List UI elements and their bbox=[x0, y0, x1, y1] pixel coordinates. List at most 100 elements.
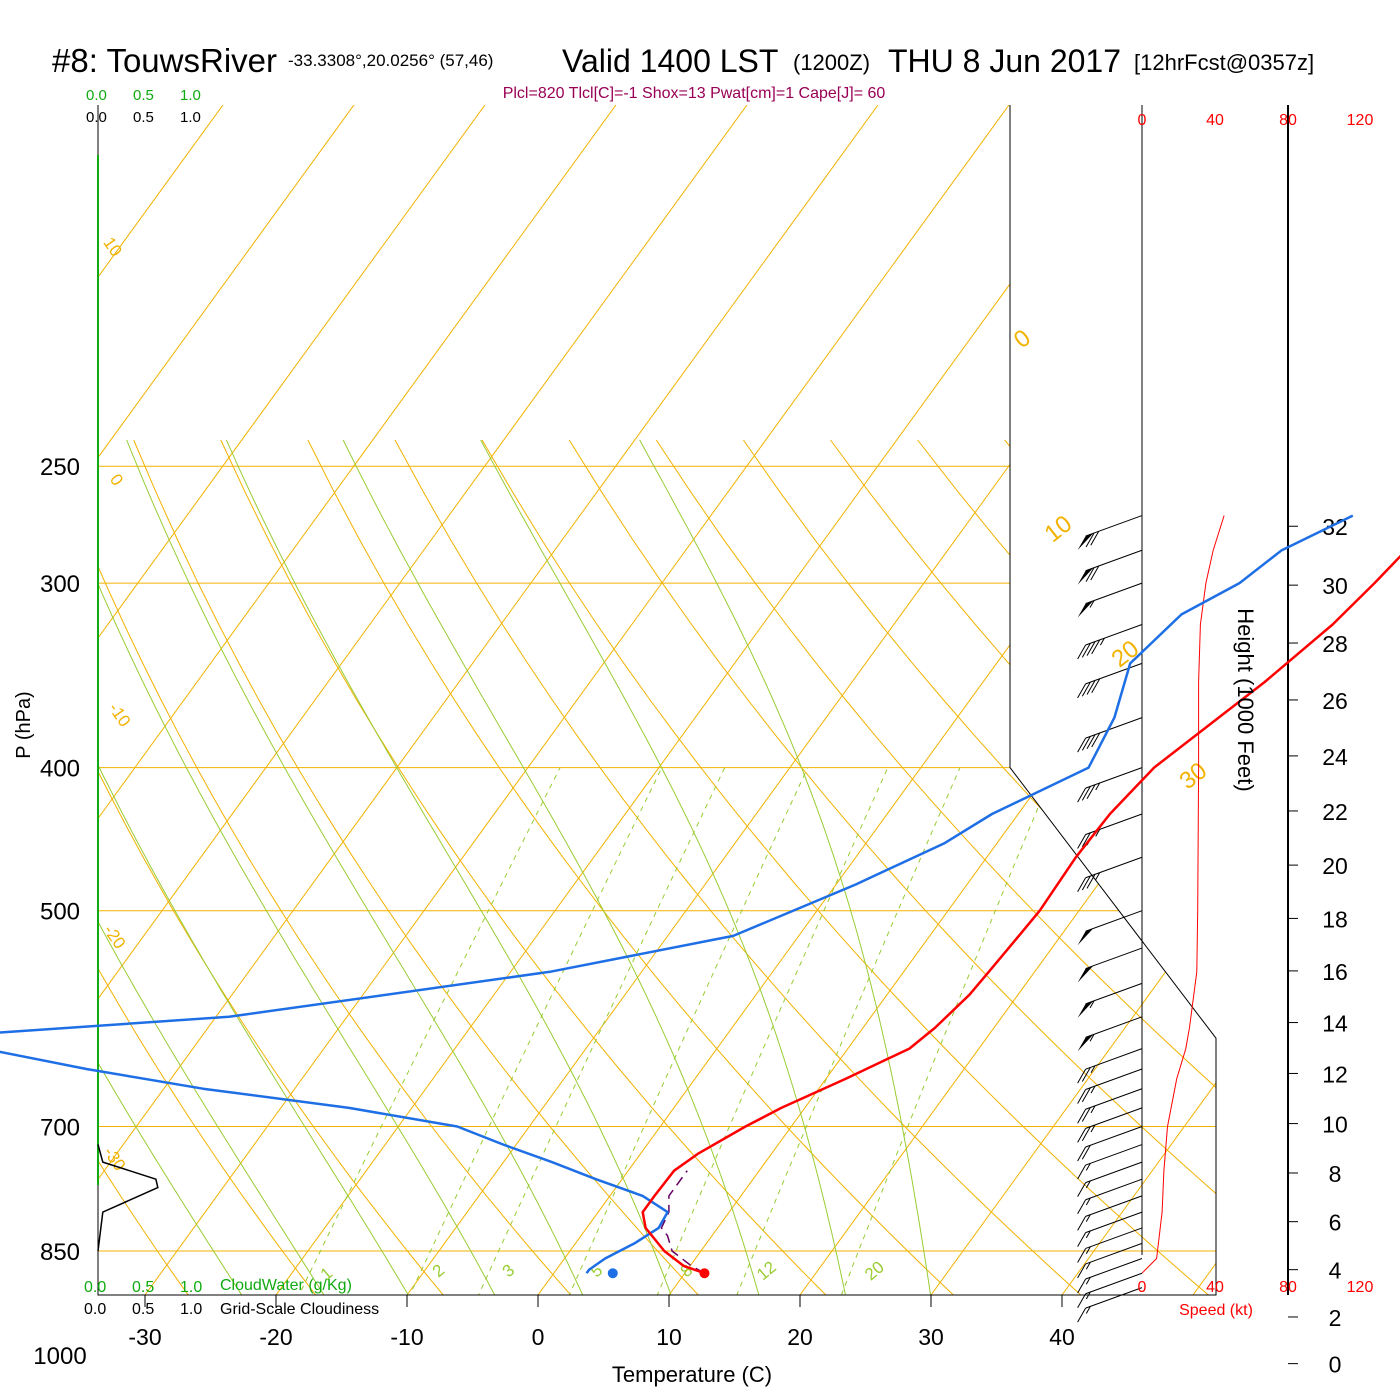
dry-adiabat bbox=[98, 439, 415, 1295]
temperature-tick-label: 20 bbox=[787, 1324, 813, 1350]
isotherm-line bbox=[275, 105, 1141, 1295]
height-tick-label: 2 bbox=[1329, 1305, 1342, 1331]
wind-barb-feather bbox=[1081, 1067, 1091, 1082]
dry-adiabat bbox=[1178, 439, 1216, 1295]
wind-barb-staff bbox=[1085, 1272, 1143, 1295]
cloudwater-bottom-tick-1: 0.5 bbox=[132, 1279, 154, 1296]
wind-barb-feather bbox=[1077, 1248, 1087, 1263]
wind-barb-half-feather bbox=[1085, 1180, 1091, 1189]
moist-adiabat bbox=[639, 439, 949, 1295]
mixing-ratio-label: 20 bbox=[861, 1257, 888, 1284]
cloudwater-tick-0: 0.0 bbox=[86, 87, 107, 104]
wind-barb bbox=[1077, 982, 1143, 1018]
wind-barb bbox=[1077, 1144, 1143, 1180]
wind-barb-feather bbox=[1086, 874, 1096, 889]
speed-top-tick-1: 40 bbox=[1206, 112, 1224, 129]
height-tick-label: 14 bbox=[1322, 1011, 1348, 1037]
wind-barb-feather bbox=[1077, 787, 1087, 803]
cloudiness-axis-label: Grid-Scale Cloudiness bbox=[220, 1301, 379, 1318]
wind-barb-feather bbox=[1091, 732, 1101, 748]
wind-barb-staff bbox=[1085, 717, 1143, 739]
wind-barb bbox=[1077, 1227, 1143, 1263]
wind-barb-pennant bbox=[1077, 928, 1094, 946]
dry-adiabat-label: 10 bbox=[99, 234, 125, 260]
pressure-tick-label: 850 bbox=[40, 1239, 80, 1266]
mixing-ratio-line bbox=[794, 767, 1056, 1295]
moist-adiabat bbox=[225, 439, 713, 1295]
wind-barb-feather bbox=[1077, 834, 1087, 849]
wind-barb-half-feather bbox=[1090, 1085, 1096, 1094]
mixing-ratio-line bbox=[240, 767, 561, 1295]
dry-adiabat bbox=[307, 439, 1088, 1295]
wind-barb bbox=[1077, 1195, 1143, 1231]
height-tick-label: 4 bbox=[1329, 1258, 1342, 1284]
wind-barb bbox=[1077, 1088, 1143, 1124]
parcel-trace bbox=[660, 1170, 705, 1274]
cloudwater-bottom-tick-2: 1.0 bbox=[180, 1279, 202, 1296]
wind-barb bbox=[1077, 1016, 1143, 1052]
isotherm-line bbox=[537, 105, 1216, 1295]
moist-adiabat bbox=[98, 439, 320, 1295]
wind-barb-feather bbox=[1081, 681, 1091, 697]
wind-barb-half-feather bbox=[1089, 1034, 1095, 1042]
wind-barb bbox=[1077, 1211, 1143, 1247]
temperature-tick-label: 40 bbox=[1049, 1324, 1075, 1350]
moist-adiabat bbox=[342, 439, 791, 1295]
wind-barb-feather bbox=[1077, 1146, 1087, 1162]
wind-barb-feather bbox=[1081, 643, 1091, 658]
speed-bottom-tick-3: 120 bbox=[1347, 1279, 1374, 1296]
temperature-tick-label: -10 bbox=[390, 1324, 423, 1350]
wind-barb-staff bbox=[1085, 947, 1143, 970]
dry-adiabat-label: -10 bbox=[105, 699, 135, 730]
speed-axis-label: Speed (kt) bbox=[1179, 1302, 1253, 1319]
mixing-ratio-line bbox=[516, 767, 809, 1295]
wind-barb bbox=[1077, 515, 1143, 551]
dry-adiabat bbox=[98, 439, 550, 1295]
wind-barb-pennant bbox=[1077, 1034, 1094, 1052]
wind-barb-feather bbox=[1085, 532, 1095, 548]
pressure-tick-label: 700 bbox=[40, 1114, 80, 1141]
wind-barb bbox=[1077, 1242, 1143, 1279]
wind-barb bbox=[1077, 662, 1143, 699]
wind-barb-staff bbox=[1085, 582, 1143, 605]
pressure-tick-label: 300 bbox=[40, 571, 80, 598]
height-tick-label: 16 bbox=[1322, 959, 1348, 985]
wind-barb-staff bbox=[1085, 1178, 1143, 1201]
wind-barb-staff bbox=[1085, 813, 1143, 835]
wind-barb-staff bbox=[1085, 767, 1143, 789]
wind-barb-half-feather bbox=[1089, 600, 1095, 608]
zulu-time: (1200Z) bbox=[793, 50, 870, 75]
wind-barb bbox=[1077, 1178, 1143, 1214]
cloudiness-profile bbox=[97, 1144, 159, 1252]
moist-adiabat-label: 10 bbox=[1040, 510, 1078, 548]
isotherm-line bbox=[1061, 105, 1216, 1295]
station-coords: -33.3308°,20.0256° (57,46) bbox=[288, 51, 493, 70]
cloudiness-bottom-tick-2: 1.0 bbox=[180, 1301, 202, 1318]
temperature-tick-label: 30 bbox=[918, 1324, 944, 1350]
wind-barb bbox=[1077, 1272, 1143, 1308]
wind-barb-half-feather bbox=[1095, 782, 1101, 791]
wind-barb bbox=[1077, 549, 1143, 585]
wind-barb-feather bbox=[1077, 1199, 1087, 1214]
height-tick-label: 28 bbox=[1322, 631, 1348, 657]
wind-barb-staff bbox=[1085, 1048, 1143, 1070]
valid-date: THU 8 Jun 2017 bbox=[888, 43, 1121, 79]
wind-barb-pennant bbox=[1077, 965, 1094, 983]
isotherm-line bbox=[98, 105, 486, 1295]
wind-barb-half-feather bbox=[1095, 829, 1101, 837]
wind-barb-half-feather bbox=[1085, 1197, 1091, 1206]
height-tick-label: 22 bbox=[1322, 799, 1348, 825]
height-tick-label: 12 bbox=[1322, 1061, 1348, 1087]
wind-barb-staff bbox=[1085, 1287, 1143, 1309]
wind-barb-feather bbox=[1077, 1293, 1087, 1308]
height-tick-label: 30 bbox=[1322, 573, 1348, 599]
wind-barb-feather bbox=[1077, 1068, 1087, 1084]
wind-barb-feather bbox=[1081, 1107, 1091, 1122]
wind-barb-staff bbox=[1085, 624, 1143, 646]
wind-barb-feather bbox=[1090, 565, 1100, 581]
surface-dewpoint-dot bbox=[607, 1268, 618, 1279]
wind-barb-half-feather bbox=[1099, 637, 1105, 646]
wind-barb-pennant bbox=[1077, 568, 1094, 585]
wind-barb-staff bbox=[1085, 1211, 1143, 1234]
wind-barb-feather bbox=[1081, 1087, 1091, 1103]
